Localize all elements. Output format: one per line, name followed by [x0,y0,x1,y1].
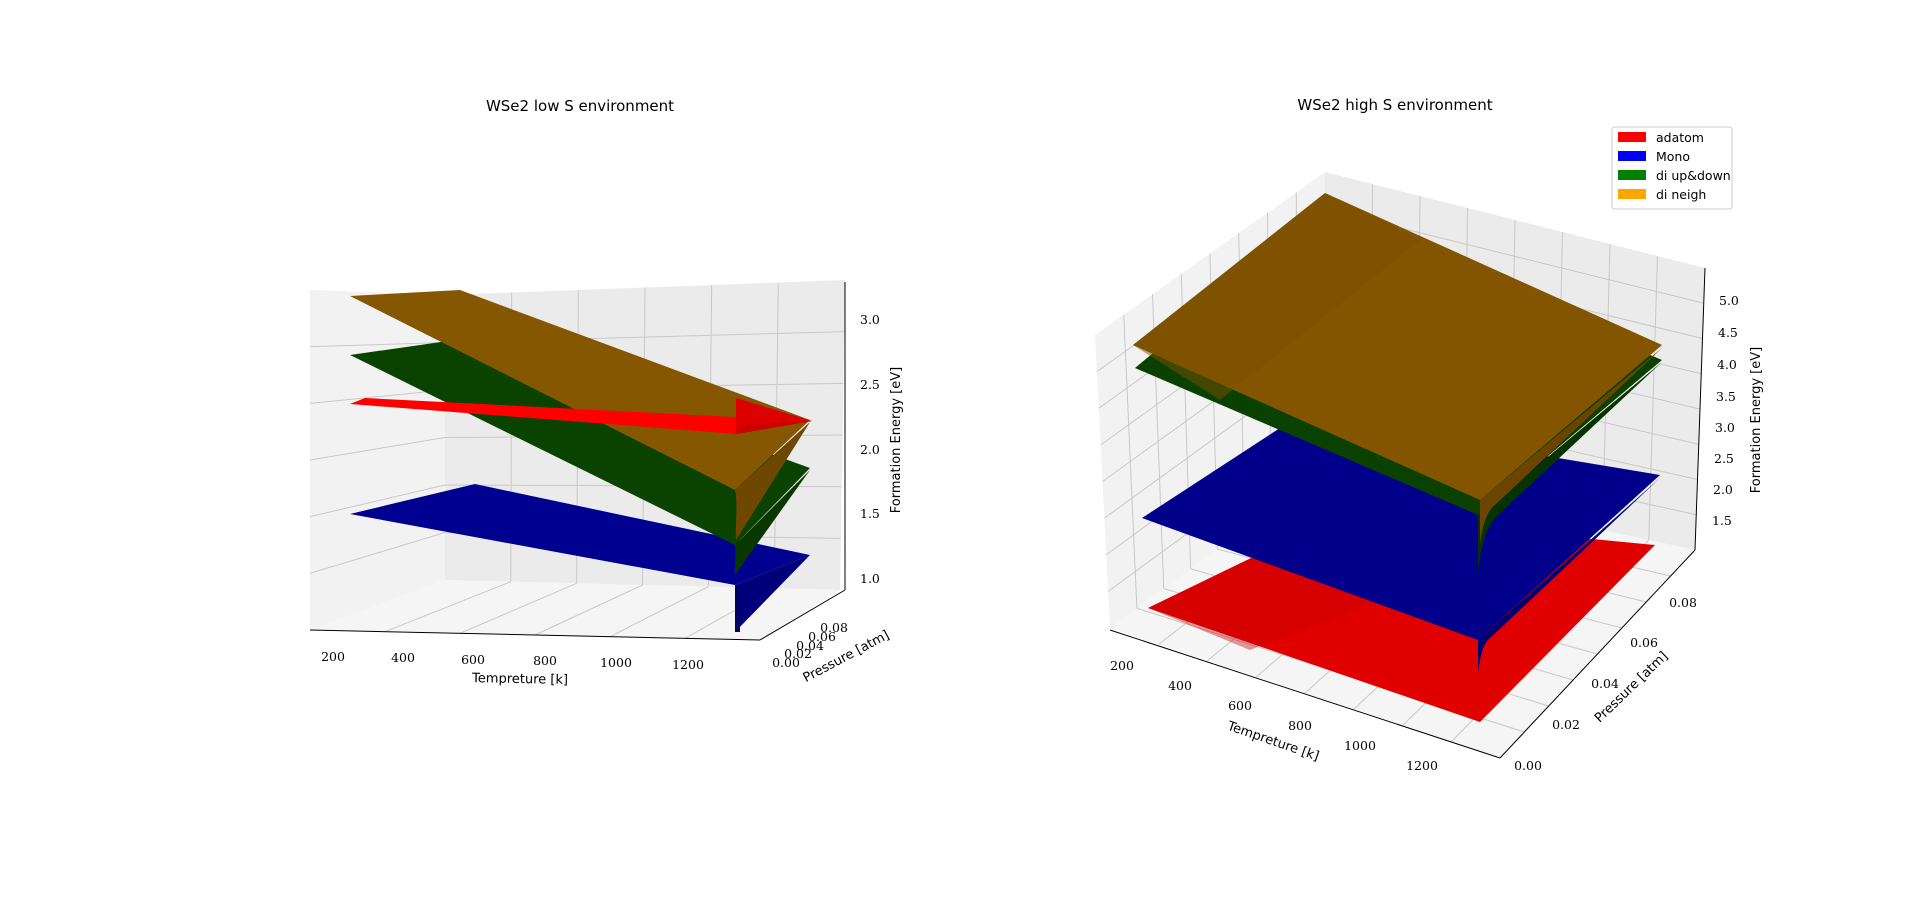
x-tick-label: 1200 [672,657,704,672]
z-tick-label: 1.0 [860,571,880,586]
legend-item-adatom: adatom [1618,130,1704,145]
z-tick-label: 2.5 [860,377,880,392]
x-tick-label: 800 [533,653,557,668]
grid-line [309,342,446,348]
pane-left [310,290,445,630]
y-axis-line-high-s [1499,549,1696,759]
z-tick-label: 1.5 [1712,513,1732,528]
z-tick-label: 1.5 [860,506,880,521]
z-ticks-high-s: 1.5 2.0 2.5 3.0 3.5 4.0 4.5 5.0 [1712,293,1739,528]
legend: adatom Mono di up&down di neigh [1611,126,1733,210]
legend-box [1611,126,1733,210]
z-axis-label-low-s: Formation Energy [eV] [889,367,904,513]
legend-swatch [1618,151,1646,161]
surfaces-low-s [350,290,812,632]
y-axis-line-low-s [759,589,846,641]
z-tick-label: 2.0 [860,442,880,457]
x-tick-label: 400 [391,650,415,665]
x-tick-label: 1200 [1406,758,1438,773]
y-tick-label: 0.08 [820,620,848,635]
z-tick-label: 2.0 [1713,482,1733,497]
surface-di-updown [350,340,810,575]
legend-item-di-updown: di up&down [1618,168,1731,183]
z-tick-label: 4.5 [1718,325,1738,340]
legend-label: di neigh [1656,187,1706,202]
z-tick-label: 5.0 [1719,293,1739,308]
y-tick-label: 0.00 [772,655,800,670]
y-ticks-low-s: 0.00 0.02 0.04 0.06 0.08 [772,620,848,670]
y-ticks-high-s: 0.00 0.02 0.04 0.06 0.08 [1514,595,1697,773]
y-tick-label: 0.04 [796,638,824,653]
x-tick-label: 200 [1110,658,1134,673]
y-tick-label: 0.02 [1552,717,1580,732]
plot-low-s: WSe2 low S environment [309,97,904,688]
grid-line [609,586,709,638]
x-tick-label: 1000 [600,655,632,670]
z-tick-label: 2.5 [1714,451,1734,466]
legend-label: adatom [1656,130,1704,145]
y-tick-label: 0.06 [808,629,836,644]
grid-line [309,484,446,518]
z-axis-line-high-s [1694,267,1706,551]
grid-line [309,532,446,574]
y-tick-label: 0.06 [1630,635,1658,650]
surface-adatom [350,398,812,434]
plot-title-low-s: WSe2 low S environment [486,97,674,115]
z-axis-label-high-s: Formation Energy [eV] [1749,347,1764,493]
y-tick-label: 0.00 [1514,758,1542,773]
x-tick-label: 1000 [1344,738,1376,753]
grid-line [534,584,643,636]
legend-item-mono: Mono [1618,149,1690,164]
plot-high-s: WSe2 high S environment [1095,96,1764,773]
legend-swatch [1618,189,1646,199]
grid-line [459,582,577,634]
surface-di-neigh [1133,193,1662,545]
grid-line [384,581,512,633]
x-tick-label: 200 [321,649,345,664]
x-tick-label: 600 [461,652,485,667]
legend-label: Mono [1656,149,1690,164]
legend-item-di-neigh: di neigh [1618,187,1706,202]
x-ticks-low-s: 200 400 600 800 1000 1200 [321,649,704,672]
grid-line [1648,255,1658,541]
plot-title-high-s: WSe2 high S environment [1297,96,1492,114]
surface-di-neigh [350,290,810,540]
z-tick-label: 4.0 [1717,357,1737,372]
surface-mono [350,484,810,632]
y-tick-label: 0.02 [784,646,812,661]
grid-line [309,437,446,461]
x-ticks-high-s: 200 400 600 800 1000 1200 [1110,658,1438,773]
surfaces-high-s [1133,193,1662,722]
x-axis-label-low-s: Tempreture [k] [471,671,568,688]
x-tick-label: 600 [1228,698,1252,713]
x-tick-label: 800 [1288,718,1312,733]
z-tick-label: 3.0 [860,312,880,327]
legend-label: di up&down [1656,168,1731,183]
legend-swatch [1618,132,1646,142]
z-tick-label: 3.5 [1716,389,1736,404]
x-axis-line-high-s [1109,629,1501,759]
pane-floor [310,580,840,640]
z-ticks-low-s: 1.0 1.5 2.0 2.5 3.0 [860,312,880,586]
legend-swatch [1618,170,1646,180]
z-tick-label: 3.0 [1715,420,1735,435]
grid-line [309,389,446,404]
y-tick-label: 0.04 [1591,676,1619,691]
x-axis-line-low-s [309,629,761,641]
x-tick-label: 400 [1168,678,1192,693]
y-tick-label: 0.08 [1669,595,1697,610]
